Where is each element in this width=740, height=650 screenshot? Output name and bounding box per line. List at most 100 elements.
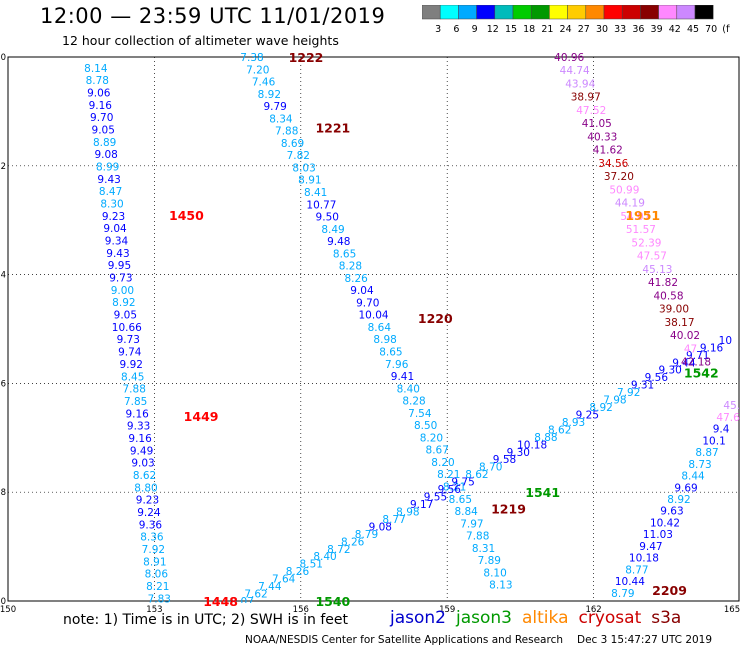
swh-value: 9.04 — [103, 223, 127, 235]
x-tick-label: 165 — [724, 605, 740, 615]
swh-value: 8.62 — [465, 469, 488, 481]
credit-text: NOAA/NESDIS Center for Satellite Applica… — [245, 634, 563, 646]
swh-value: 8.69 — [281, 138, 304, 150]
swh-value: 7.92 — [617, 387, 640, 399]
swh-value: 8.34 — [269, 113, 293, 125]
swh-value: 8.28 — [339, 261, 362, 273]
x-tick-label: 159 — [439, 605, 455, 615]
page-subtitle: 12 hour collection of altimeter wave hei… — [62, 33, 339, 48]
swh-value: 9.4 — [713, 424, 730, 436]
swh-value: 41.62 — [593, 145, 623, 157]
swh-value: 34.56 — [598, 158, 628, 170]
swh-value: 9.36 — [139, 519, 163, 531]
swh-value: 9.49 — [130, 445, 153, 457]
swh-value: 9.23 — [102, 211, 125, 223]
legend-item-jason2: jason2 — [390, 608, 446, 628]
swh-value: 9.48 — [327, 236, 350, 248]
swh-value: 9.30 — [507, 447, 530, 459]
swh-value: 9.73 — [109, 273, 132, 285]
swh-value: 8.30 — [100, 199, 123, 211]
swh-value: 8.13 — [489, 580, 512, 592]
swh-value: 7.88 — [275, 126, 298, 138]
swh-value: 8.92 — [112, 297, 135, 309]
swh-value: 8.20 — [420, 432, 443, 444]
swh-value: 9.16 — [700, 342, 724, 354]
swh-value: 10.42 — [650, 517, 680, 529]
swh-value: 9.31 — [631, 380, 654, 392]
swh-value: 9.43 — [97, 174, 120, 186]
swh-value: 9.05 — [114, 310, 137, 322]
color-scale-label: 27 — [578, 24, 590, 35]
swh-value: 9.00 — [111, 285, 134, 297]
swh-value: 7.62 — [244, 589, 267, 601]
units-note: note: 1) Time is in UTC; 2) SWH is in fe… — [63, 612, 349, 628]
swh-value: 9.05 — [92, 125, 115, 137]
swh-value: 7.89 — [478, 555, 501, 567]
color-scale-label: 33 — [614, 24, 626, 35]
swh-value: 9.79 — [263, 101, 286, 113]
swh-value: 8.14 — [84, 63, 108, 75]
legend-item-cryosat: cryosat — [578, 608, 642, 628]
swh-value: 9.56 — [438, 484, 462, 496]
x-tick-label: 156 — [293, 605, 309, 615]
swh-value: 10.44 — [615, 576, 645, 588]
swh-value: 44.19 — [615, 198, 645, 210]
swh-value: 8.64 — [368, 322, 392, 334]
color-scale-label: (ft) — [722, 24, 730, 35]
swh-value: 8.67 — [426, 445, 449, 457]
swh-value: 8.40 — [397, 383, 420, 395]
swh-value: 7.97 — [460, 518, 483, 530]
swh-value: 8.31 — [472, 543, 495, 555]
swh-value: 40.96 — [554, 52, 584, 64]
pass-time-label: 1951 — [625, 208, 660, 223]
pass-time-label: 1448 — [203, 594, 238, 609]
swh-value: 8.99 — [96, 162, 119, 174]
legend-item-s3a: s3a — [651, 608, 682, 628]
swh-value: 8.87 — [695, 447, 718, 459]
swh-value: 8.07 — [231, 596, 254, 608]
pass-time-label: 1222 — [289, 50, 324, 65]
swh-value: 8.50 — [414, 420, 437, 432]
swh-value: 7.54 — [408, 408, 432, 420]
swh-value: 8.80 — [134, 482, 157, 494]
swh-value: 9.30 — [658, 365, 681, 377]
color-scale-label: 39 — [651, 24, 663, 35]
swh-value: 52.39 — [631, 237, 661, 249]
y-tick-label: -52 — [0, 162, 6, 172]
swh-value: 8.45 — [121, 371, 144, 383]
color-scale-label: 12 — [487, 24, 499, 35]
swh-value: 47 — [684, 343, 697, 355]
swh-value: 40.02 — [670, 330, 700, 342]
swh-value: 8.78 — [86, 75, 109, 87]
swh-value: 7.96 — [385, 359, 409, 371]
swh-value: 40.58 — [653, 290, 683, 302]
pass-time-label: 1450 — [169, 208, 204, 223]
swh-value: 11.03 — [643, 529, 673, 541]
swh-value: 9.04 — [350, 285, 374, 297]
swh-value: 54.07 — [620, 211, 650, 223]
color-scale-label: 24 — [560, 24, 572, 35]
color-scale-label: 9 — [472, 24, 478, 35]
swh-value: 8.51 — [300, 559, 323, 571]
pass-time-label: 1540 — [315, 594, 350, 609]
plot-frame — [7, 56, 740, 602]
pass-time-label: 1542 — [684, 366, 719, 381]
swh-value: 9.03 — [131, 458, 154, 470]
swh-value: 8.91 — [143, 556, 166, 568]
swh-value: 47.6 — [716, 412, 740, 424]
swh-value: 47.57 — [637, 251, 667, 263]
swh-value: 10.1 — [702, 435, 725, 447]
swh-value: 9.33 — [127, 421, 150, 433]
swh-value: 8.10 — [483, 567, 506, 579]
swh-value: 9.16 — [125, 408, 149, 420]
swh-value: 8.93 — [562, 417, 585, 429]
swh-value: 42.18 — [681, 357, 711, 369]
swh-value: 8.28 — [402, 396, 425, 408]
swh-value: 8.03 — [292, 162, 315, 174]
swh-value: 47.52 — [576, 105, 606, 117]
swh-value: 7.88 — [466, 531, 489, 543]
swh-value: 7.38 — [240, 52, 263, 64]
swh-value: 9.71 — [686, 350, 709, 362]
swh-value: 8.06 — [145, 569, 169, 581]
